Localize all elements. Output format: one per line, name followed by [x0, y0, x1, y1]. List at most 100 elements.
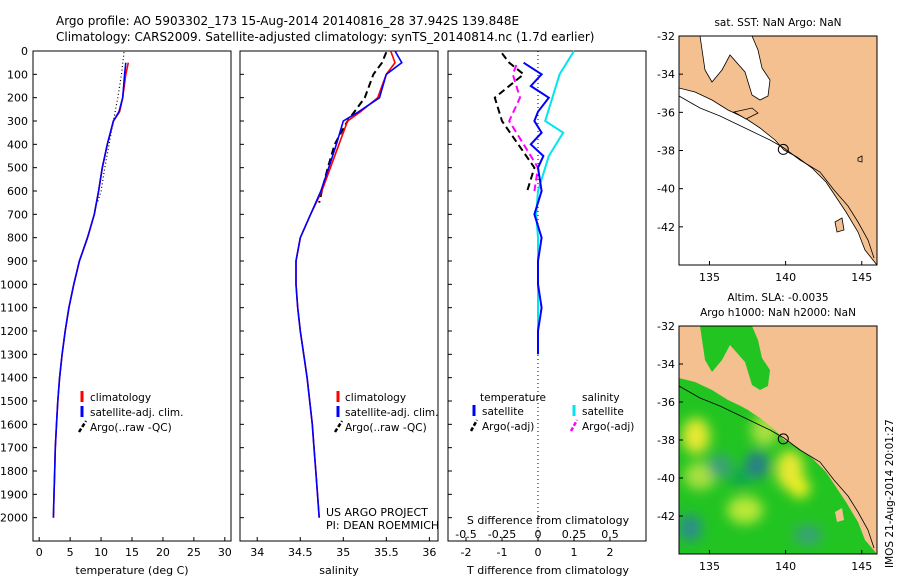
depth-tick-label: 1100: [0, 302, 28, 315]
depth-tick-label: 1500: [0, 395, 28, 408]
imos-timestamp: IMOS 21-Aug-2014 20:01:27: [884, 419, 896, 568]
depth-tick-label: 600: [7, 185, 28, 198]
longitude-tick-label: 145: [851, 560, 872, 573]
sla-map-title-line2: Argo h1000: NaN h2000: NaN: [700, 307, 856, 319]
temperature-tick-label: 15: [125, 546, 139, 559]
header-line1: Argo profile: AO 5903302_173 15-Aug-2014…: [56, 14, 519, 28]
s-difference-tick-label: 0.5: [601, 528, 619, 541]
depth-tick-label: 0: [21, 45, 28, 58]
difference-panel: -2 -1 0 1 2 -0.5 -0.25 0 0.25 0.5 S difference fr…: [447, 50, 647, 577]
latitude-tick-label: -42: [657, 510, 675, 523]
legend-argo-swatch: [333, 420, 344, 433]
sla-gulf-water: [700, 326, 770, 390]
salinity-tick-label: 35: [336, 546, 350, 559]
longitude-tick-label: 140: [775, 271, 796, 284]
latitude-tick-label: -34: [657, 68, 675, 81]
legend-argo-label: Argo(..raw -QC): [90, 422, 172, 434]
depth-tick-label: 2000: [0, 512, 28, 525]
difference-tick-label: -2: [461, 546, 472, 559]
salinity-tick-label: 34: [250, 546, 264, 559]
legend-t-argo-label: Argo(-adj): [482, 421, 534, 433]
difference-tick-labels: -2 -1 0 1 2 -0.5 -0.25 0 0.25 0.5: [448, 50, 619, 559]
depth-tick-label: 100: [7, 68, 28, 81]
depth-tick-label: 1600: [0, 418, 28, 431]
depth-tick-label: 1000: [0, 278, 28, 291]
satellite-temperature-difference-line: [523, 61, 551, 355]
depth-tick-label: 900: [7, 255, 28, 268]
temperature-series: [52, 52, 130, 518]
legend-s-argo-swatch: [569, 419, 579, 432]
legend-t-satellite-label: satellite: [482, 406, 524, 418]
longitude-tick-label: 145: [851, 271, 872, 284]
difference-legend: temperature satellite Argo(-adj) salinit…: [469, 392, 634, 433]
depth-tick-label: 1400: [0, 372, 28, 385]
sst-small-island: [857, 155, 863, 163]
sla-kangaroo-island: [734, 398, 758, 409]
legend-salinity-heading: salinity: [582, 392, 620, 404]
salinity-axes-box: [239, 50, 439, 542]
depth-tick-labels: 0 100 200 300 400 500 600 700 800 900 1000 1100 1200…: [0, 45, 37, 525]
sst-tick-labels: 135 140 145 -32 -34 -36 -38 -40 -42: [657, 30, 872, 284]
header-line2: Climatology: CARS2009. Satellite-adjuste…: [56, 30, 594, 44]
argo-location-marker: [777, 143, 789, 155]
sla-island: [835, 508, 844, 522]
sst-map: sat. SST: NaN Argo: NaN 135 140 145 -32 -34 -…: [657, 17, 878, 284]
sla-anomaly-blobs: [679, 414, 822, 545]
depth-tick-label: 300: [7, 115, 28, 128]
depth-tick-label: 1300: [0, 348, 28, 361]
difference-tick-label: 2: [607, 546, 614, 559]
depth-tick-label: 500: [7, 162, 28, 175]
difference-tick-label: -1: [497, 546, 508, 559]
legend-climatology-label: climatology: [90, 392, 151, 404]
temperature-xlabel: temperature (deg C): [75, 564, 188, 577]
latitude-tick-label: -40: [657, 472, 675, 485]
salinity-tick-label: 34.5: [288, 546, 313, 559]
latitude-tick-label: -32: [657, 30, 675, 43]
legend-t-argo-swatch: [469, 419, 479, 432]
longitude-tick-label: 135: [699, 560, 720, 573]
latitude-tick-label: -38: [657, 434, 675, 447]
legend-s-satellite-label: satellite: [582, 406, 624, 418]
latitude-tick-label: -36: [657, 396, 675, 409]
satellite-salinity-line: [295, 50, 403, 518]
sla-shelf-contour: [679, 385, 875, 549]
argo-temperature-line: [96, 52, 125, 203]
longitude-tick-label: 140: [775, 560, 796, 573]
sst-map-title: sat. SST: NaN Argo: NaN: [714, 17, 841, 29]
longitude-tick-label: 135: [699, 271, 720, 284]
sla-land-mainland: [679, 326, 877, 554]
pi-annotation: PI: DEAN ROEMMICH: [326, 519, 439, 532]
depth-tick-label: 1900: [0, 488, 28, 501]
legend-temperature-heading: temperature: [480, 392, 546, 404]
sst-kangaroo-island: [732, 107, 759, 120]
difference-tick-label: 1: [571, 546, 578, 559]
depth-tick-label: 1800: [0, 465, 28, 478]
s-difference-tick-label: 0: [535, 528, 542, 541]
climatology-temperature-line: [52, 62, 130, 518]
sla-tick-labels: 135 140 145 -32 -34 -36 -38 -40 -42: [657, 320, 872, 573]
satellite-temperature-line: [52, 62, 127, 518]
salinity-tick-label: 35.5: [374, 546, 399, 559]
temperature-tick-label: 0: [36, 546, 43, 559]
temperature-tick-labels: 0 5 10 15 20 25 30: [36, 537, 232, 559]
legend-s-argo-label: Argo(-adj): [582, 421, 634, 433]
temperature-tick-label: 10: [94, 546, 108, 559]
legend-satellite-label: satellite-adj. clim.: [90, 407, 183, 419]
argo-temperature-difference-line: [493, 52, 536, 192]
salinity-tick-labels: 34 34.5 35 35.5 36: [240, 50, 436, 559]
latitude-tick-label: -40: [657, 183, 675, 196]
latitude-tick-label: -38: [657, 145, 675, 158]
s-difference-tick-label: 0.25: [562, 528, 587, 541]
temperature-tick-label: 25: [187, 546, 201, 559]
t-difference-xlabel: T difference from climatology: [466, 564, 629, 577]
argo-salinity-line: [318, 51, 388, 203]
legend-satellite-label: satellite-adj. clim.: [345, 407, 438, 419]
satellite-salinity-difference-line: [535, 50, 575, 355]
sla-map: Altim. SLA: -0.0035 Argo h1000: NaN h200…: [657, 292, 878, 573]
temperature-legend: climatology satellite-adj. clim. Argo(..…: [77, 391, 183, 434]
argo-location-marker: [777, 433, 789, 445]
sst-shelf-contour: [679, 95, 875, 259]
latitude-tick-label: -34: [657, 358, 675, 371]
